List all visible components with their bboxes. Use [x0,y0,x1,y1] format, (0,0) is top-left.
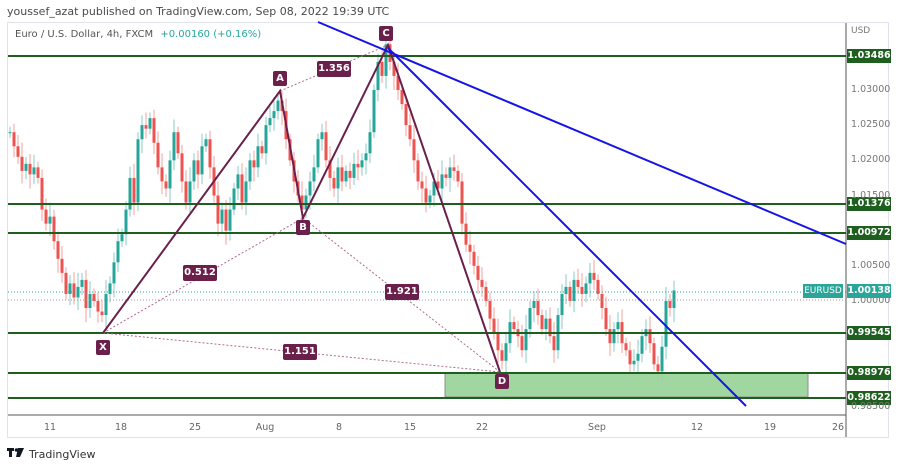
level-price-badge: 1.03486 [847,49,891,63]
last-price-badge: 1.00138 [847,284,891,298]
level-price-badge: 1.01376 [847,197,891,211]
time-tick-label: 18 [114,422,128,433]
pattern-point-c[interactable]: C [379,26,393,41]
publisher-line: youssef_azat published on TradingView.co… [7,5,390,18]
time-tick-label: 8 [335,422,343,433]
upper-trendline[interactable] [317,21,847,245]
pattern-point-b[interactable]: B [296,220,310,235]
price-tick-label: 1.00000 [851,295,891,306]
tradingview-logo-text: TradingView [29,447,96,461]
tradingview-logo-icon [7,447,25,461]
price-tick-label: 1.03000 [851,84,891,95]
pattern-point-a[interactable]: A [273,71,287,86]
time-tick-label: 22 [475,422,489,433]
time-tick-label: 19 [763,422,777,433]
time-tick-label: 15 [403,422,417,433]
price-tick-label: 1.02500 [851,119,891,130]
time-tick-label: Sep [588,422,606,433]
price-tick-label: 1.01500 [851,190,891,201]
time-tick-label: 25 [188,422,202,433]
price-change: +0.00160 (+0.16%) [160,29,262,40]
horizontal-levels [8,55,846,399]
lower-trendline[interactable] [387,47,747,407]
price-tick-label: 0.98500 [851,401,891,412]
level-price-badge: 0.98976 [847,366,891,380]
price-chart[interactable] [0,0,900,440]
xabcd-pattern[interactable] [102,42,501,373]
pattern-point-d[interactable]: D [495,374,509,389]
level-price-badge: 0.99545 [847,326,891,340]
symbol-description: Euro / U.S. Dollar, 4h, FXCM [15,29,154,40]
chart-legend: Euro / U.S. Dollar, 4h, FXCM +0.00160 (+… [15,29,261,40]
pattern-ratio-xb[interactable]: 0.512 [183,265,217,281]
symbol-tag: EURUSD [803,284,843,298]
candles-layer [8,30,676,383]
price-tick-label: 1.02000 [851,154,891,165]
pattern-ratio-bd[interactable]: 1.921 [385,284,419,300]
currency-label: USD [851,26,871,36]
price-tick-label: 1.00500 [851,260,891,271]
time-tick-label: Aug [255,422,275,433]
tradingview-logo[interactable]: TradingView [7,447,95,461]
time-tick-label: 26 [831,422,845,433]
time-tick-label: 12 [690,422,704,433]
time-tick-label: 11 [43,422,57,433]
pattern-ratio-ac[interactable]: 1.356 [317,61,351,77]
pattern-point-x[interactable]: X [96,340,110,355]
pattern-ratio-xd[interactable]: 1.151 [283,344,317,360]
level-price-badge: 1.00972 [847,226,891,240]
level-price-badge: 0.98622 [847,391,891,405]
